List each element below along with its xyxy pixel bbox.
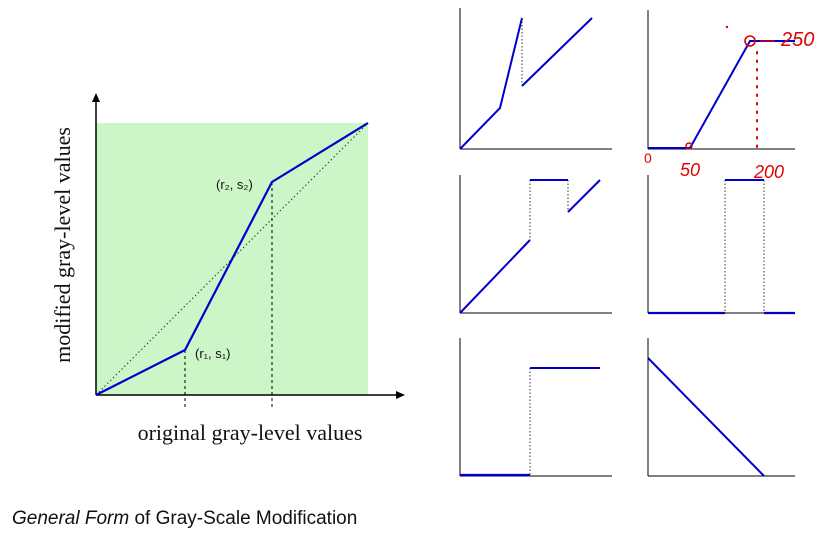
x-axis-arrow xyxy=(396,391,405,399)
panel-slice-preserve xyxy=(459,175,612,314)
y-axis-label: modified gray-level values xyxy=(50,127,75,363)
panel-threshold xyxy=(459,338,612,477)
panel-curve-segment xyxy=(521,17,593,87)
point-2-label: (r₂, s₂) xyxy=(216,177,253,192)
panel-curve-segment xyxy=(459,239,531,314)
annotation-circle xyxy=(685,142,693,150)
panel-curve-segment xyxy=(459,17,523,150)
panel-curve xyxy=(648,40,795,149)
annotation-circle xyxy=(744,35,756,47)
panel-curve xyxy=(647,357,765,477)
panel-contrast-stretch: 250 0 50 200 xyxy=(644,10,814,182)
annotation-value-0: 0 xyxy=(644,150,652,166)
point-1-label: (r₁, s₁) xyxy=(195,346,230,361)
annotation-value-50: 50 xyxy=(680,160,700,180)
caption-italic-part: General Form xyxy=(12,508,130,529)
panel-curve-segment xyxy=(567,179,601,213)
figure-caption: General Form of Gray-Scale Modification xyxy=(12,508,357,530)
annotation-dot xyxy=(725,25,729,29)
panel-piecewise-jump xyxy=(459,8,612,150)
y-axis-arrow xyxy=(92,93,100,102)
annotation-value-250: 250 xyxy=(780,29,814,51)
main-transfer-diagram: (r₁, s₁) (r₂, s₂) original gray-level va… xyxy=(50,93,405,445)
transfer-curve xyxy=(95,122,369,396)
caption-rest: of Gray-Scale Modification xyxy=(129,508,358,529)
panel-slice-binary xyxy=(647,175,795,315)
panel-negative xyxy=(647,338,795,477)
x-axis-label: original gray-level values xyxy=(138,420,363,445)
annotation-value-200: 200 xyxy=(753,162,784,182)
